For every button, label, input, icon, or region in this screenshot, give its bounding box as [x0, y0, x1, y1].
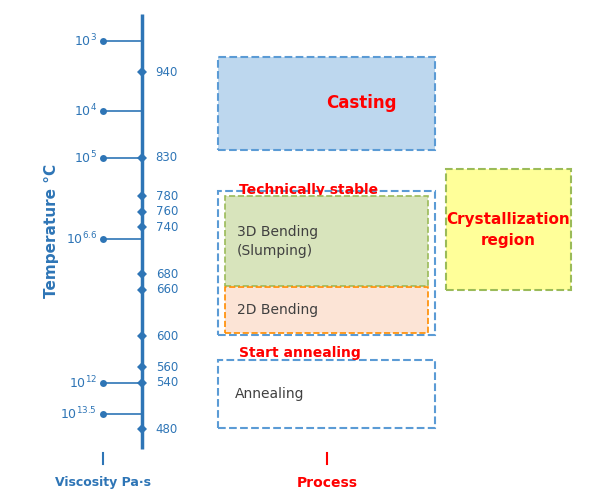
- Text: Temperature °C: Temperature °C: [44, 164, 59, 298]
- Text: Start annealing: Start annealing: [239, 346, 361, 360]
- Text: Annealing: Annealing: [235, 387, 305, 401]
- Text: 680: 680: [155, 268, 178, 281]
- FancyBboxPatch shape: [218, 360, 434, 428]
- Text: Viscosity Pa·s: Viscosity Pa·s: [55, 476, 151, 489]
- Text: 660: 660: [155, 283, 178, 296]
- Text: Process: Process: [297, 476, 358, 490]
- Text: 600: 600: [155, 329, 178, 343]
- Text: $10^{6.6}$: $10^{6.6}$: [66, 231, 97, 247]
- Text: $10^{4}$: $10^{4}$: [74, 103, 97, 119]
- Text: $10^{5}$: $10^{5}$: [74, 149, 97, 166]
- Text: 760: 760: [155, 205, 178, 218]
- Text: 3D Bending
(Slumping): 3D Bending (Slumping): [236, 225, 317, 258]
- Text: $10^{13.5}$: $10^{13.5}$: [61, 405, 97, 422]
- Text: Technically stable: Technically stable: [239, 183, 379, 197]
- Text: $10^{12}$: $10^{12}$: [69, 375, 97, 391]
- FancyBboxPatch shape: [218, 57, 434, 150]
- Text: 780: 780: [155, 190, 178, 203]
- Text: 2D Bending: 2D Bending: [236, 303, 317, 317]
- Text: 560: 560: [155, 361, 178, 374]
- FancyBboxPatch shape: [226, 197, 428, 286]
- FancyBboxPatch shape: [226, 287, 428, 333]
- Text: Casting: Casting: [326, 94, 397, 112]
- Text: 740: 740: [155, 221, 178, 234]
- Text: $10^{3}$: $10^{3}$: [74, 33, 97, 49]
- Text: 480: 480: [155, 423, 178, 436]
- Text: 830: 830: [155, 151, 178, 164]
- FancyBboxPatch shape: [446, 169, 571, 290]
- Text: Crystallization
region: Crystallization region: [446, 212, 571, 248]
- Text: 940: 940: [155, 66, 178, 78]
- Text: 540: 540: [155, 376, 178, 389]
